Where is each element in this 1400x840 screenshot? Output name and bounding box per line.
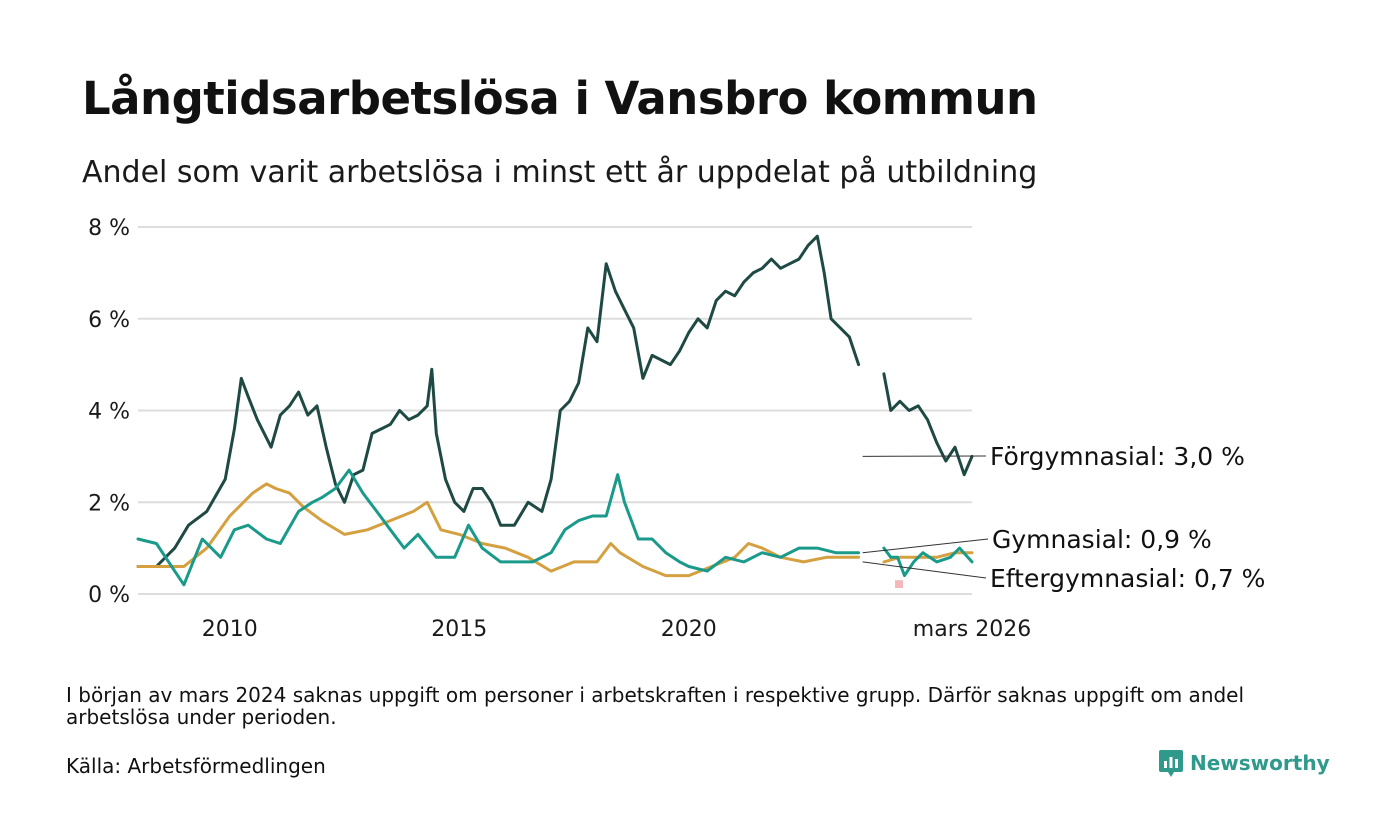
- y-tick-label: 0 %: [88, 583, 130, 608]
- brand-name: Newsworthy: [1190, 751, 1330, 775]
- x-tick-label: 2015: [431, 617, 487, 642]
- end-labels: Förgymnasial: 3,0 % Gymnasial: 0,9 % Efter…: [862, 442, 1265, 593]
- source-text: Källa: Arbetsförmedlingen: [66, 754, 326, 778]
- series-lines: [136, 234, 974, 588]
- x-tick-label: 2010: [202, 617, 258, 642]
- y-tick-label: 6 %: [88, 308, 130, 333]
- brand-logo[interactable]: Newsworthy: [1158, 748, 1330, 778]
- grid-lines: [138, 226, 972, 595]
- newsworthy-icon: [1159, 750, 1183, 777]
- x-tick-label: mars 2026: [913, 617, 1031, 642]
- line-chart: 0 % 2 % 4 % 6 % 8 % 2010 2015 2020 mars 2026 Fö…: [88, 216, 1265, 642]
- footnote: I början av mars 2024 saknas uppgift om …: [66, 683, 1245, 729]
- chart-title: Långtidsarbetslösa i Vansbro kommun: [82, 72, 1038, 125]
- missing-data-marker: [895, 580, 904, 588]
- y-tick-label: 2 %: [88, 491, 130, 516]
- y-tick-label: 8 %: [88, 216, 130, 241]
- series-end-label: Eftergymnasial: 0,7 %: [990, 564, 1265, 593]
- y-axis-ticks: 0 % 2 % 4 % 6 % 8 %: [88, 216, 130, 608]
- series-line: [882, 372, 974, 477]
- series-line: [136, 234, 861, 568]
- x-axis-ticks: 2010 2015 2020 mars 2026: [202, 617, 1031, 642]
- series-line: [136, 482, 861, 578]
- series-line: [136, 468, 861, 587]
- label-leader-line: [862, 561, 987, 579]
- label-leader-line: [862, 538, 989, 554]
- series-end-label: Förgymnasial: 3,0 %: [990, 442, 1245, 471]
- series-line: [882, 546, 974, 578]
- x-tick-label: 2020: [661, 617, 717, 642]
- y-tick-label: 4 %: [88, 400, 130, 425]
- chart-subtitle: Andel som varit arbetslösa i minst ett å…: [82, 155, 1038, 190]
- series-end-label: Gymnasial: 0,9 %: [992, 525, 1212, 554]
